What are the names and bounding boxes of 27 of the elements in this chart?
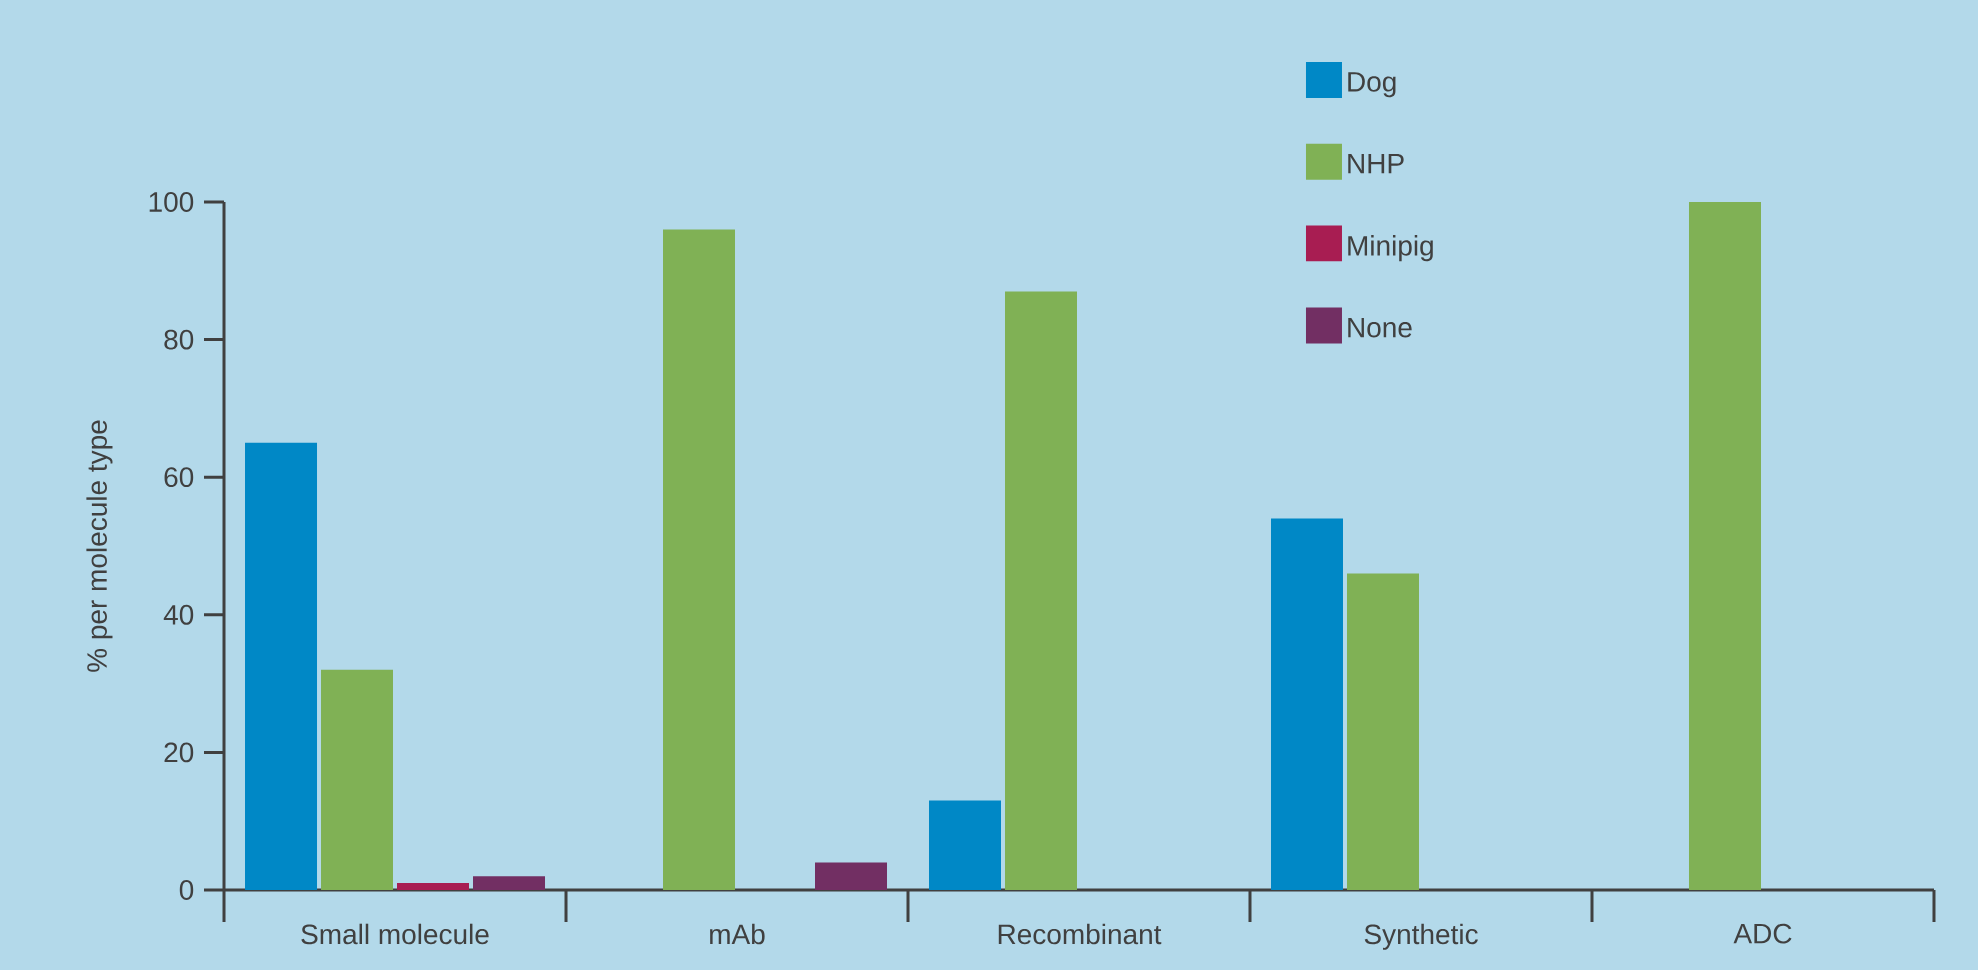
bar — [245, 442, 318, 890]
x-tick-label: ADC — [1733, 923, 1792, 944]
y-axis-title: % per molecule type — [86, 420, 113, 672]
legend-label: None — [1348, 317, 1412, 338]
x-tick-label: Synthetic — [1364, 923, 1478, 950]
y-tick-label: 60 — [164, 467, 194, 488]
bar — [1271, 518, 1343, 890]
y-tick-label: 100 — [149, 192, 194, 212]
y-tick-label: 20 — [164, 742, 194, 763]
bar — [663, 229, 735, 890]
bar — [929, 800, 1001, 890]
bar — [1688, 201, 1761, 890]
x-tick-label: Recombinant — [998, 923, 1162, 945]
bar — [473, 876, 546, 890]
bar — [1005, 291, 1077, 890]
legend-label: Dog — [1348, 72, 1396, 98]
y-tick-label: 40 — [163, 604, 194, 625]
bar — [1347, 573, 1419, 890]
bar — [321, 669, 394, 890]
bar — [397, 883, 470, 890]
legend-label: Minipig — [1348, 235, 1433, 262]
y-tick-label: 0 — [179, 880, 194, 900]
x-tick-label: mAb — [710, 923, 765, 945]
y-tick-label: 80 — [164, 329, 194, 350]
x-tick-label: Small molecule — [301, 923, 489, 945]
bar — [815, 862, 888, 890]
legend-label: NHP — [1348, 153, 1404, 174]
